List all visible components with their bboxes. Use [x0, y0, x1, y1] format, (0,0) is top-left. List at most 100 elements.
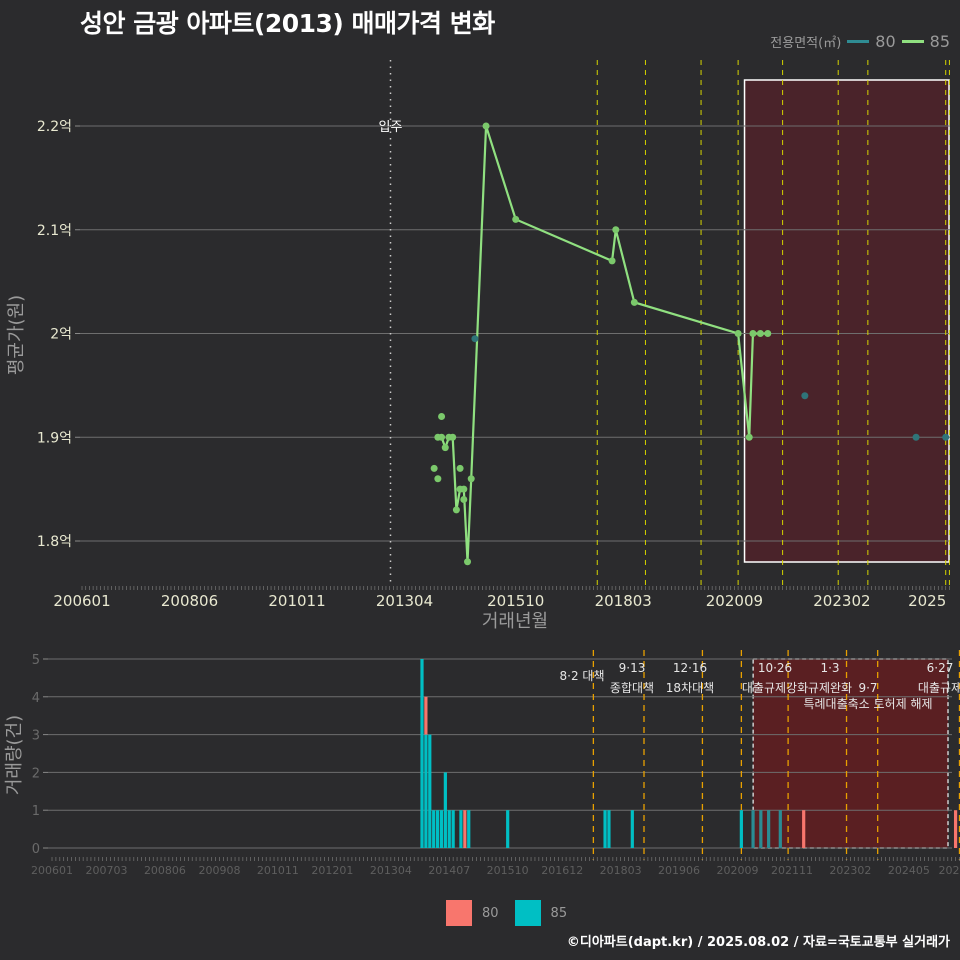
- price-point-85: [608, 257, 616, 265]
- x-tick-label: 202302: [813, 592, 870, 610]
- legend-85-label: 85: [550, 905, 568, 921]
- policy-annotation: 10·26: [758, 661, 792, 675]
- x-tick-label: 200703: [86, 864, 128, 877]
- y-tick-label: 2.1억: [37, 223, 72, 239]
- policy-annotation: 8·2 대책: [560, 668, 605, 683]
- price-point-85: [460, 496, 468, 503]
- volume-bar-85: [428, 734, 432, 848]
- price-point-85: [482, 122, 490, 130]
- volume-bar-85: [420, 659, 424, 848]
- volume-bar-80: [463, 810, 467, 848]
- chart-title: 성안 금광 아파트(2013) 매매가격 변화: [80, 9, 495, 38]
- x-tick-label: 201304: [370, 864, 412, 877]
- x-tick-label: 201803: [600, 864, 642, 877]
- x-tick-label: 200806: [144, 864, 186, 877]
- volume-bar-85: [767, 810, 771, 848]
- price-point-85: [430, 464, 438, 472]
- price-point-85: [438, 413, 446, 420]
- price-point-80: [942, 433, 950, 441]
- x-tick-label: 202009: [706, 592, 763, 610]
- y-tick-label: 2.2억: [37, 119, 72, 135]
- volume-bar-80: [802, 810, 806, 848]
- y-tick-label: 1: [32, 804, 40, 819]
- legend-85-line-icon: [901, 40, 924, 43]
- x-tick-label: 2025: [908, 592, 946, 610]
- y-axis-title: 평균가(원): [6, 295, 27, 375]
- x-tick-label: 201510: [487, 864, 529, 877]
- y-tick-label: 4: [32, 691, 40, 706]
- price-point-85: [456, 464, 464, 472]
- price-point-85: [764, 330, 772, 337]
- policy-annotation: 대출규제강화: [742, 681, 808, 695]
- policy-annotation: 1·3: [820, 661, 839, 675]
- legend-85-swatch-icon: [514, 900, 541, 926]
- highlight-region: [743, 79, 950, 563]
- volume-bar-85: [751, 810, 755, 848]
- policy-annotation: 12·16: [673, 661, 707, 675]
- x-tick-label: 200806: [161, 592, 218, 610]
- volume-bar-85: [439, 810, 444, 848]
- volume-bar-85: [603, 810, 607, 848]
- price-point-85: [464, 558, 472, 566]
- volume-bar-85: [759, 810, 763, 848]
- bottom-legend: 80 85: [446, 900, 567, 926]
- legend-85-label: 85: [929, 32, 950, 51]
- x-tick-label: 200601: [31, 864, 73, 877]
- price-point-85: [441, 444, 449, 452]
- volume-bar-85: [506, 810, 510, 848]
- x-tick-label: 202405: [888, 864, 930, 877]
- top-legend: 전용면적(㎡) 80 85: [770, 32, 950, 51]
- x-axis-title: 거래년월: [482, 611, 548, 632]
- x-tick-label: 201011: [257, 864, 299, 877]
- price-point-85: [745, 433, 753, 441]
- x-tick-label: 201011: [268, 592, 325, 610]
- volume-bar-85: [630, 810, 634, 848]
- policy-annotation: 종합대책: [610, 680, 654, 695]
- legend-80-line-icon: [847, 40, 870, 43]
- y-tick-label: 1.8억: [37, 534, 72, 550]
- price-point-85: [756, 330, 764, 337]
- x-tick-label: 202009: [716, 864, 758, 877]
- price-line-85: [437, 125, 768, 562]
- price-point-85: [630, 298, 638, 306]
- x-tick-label: 201803: [595, 592, 652, 610]
- price-point-85: [467, 475, 475, 483]
- legend-title: 전용면적(㎡): [770, 36, 842, 51]
- y-tick-label: 5: [32, 653, 40, 668]
- policy-annotation: 18차대책: [666, 680, 714, 695]
- volume-bar-85: [739, 810, 743, 848]
- volume-bar-85: [424, 734, 428, 848]
- y-tick-label: 2억: [50, 327, 72, 343]
- price-point-80: [801, 392, 809, 400]
- volume-bar-80: [953, 810, 958, 848]
- y-tick-label: 0: [32, 842, 40, 857]
- x-tick-label: 202506: [938, 864, 960, 877]
- move-in-label: 입주: [379, 120, 403, 135]
- footer-credit: ©디아파트(dapt.kr) / 2025.08.02 / 자료=국토교통부 실…: [566, 935, 950, 950]
- price-point-85: [449, 433, 457, 441]
- highlight-region-volume: [752, 658, 949, 849]
- price-point-85: [452, 506, 460, 514]
- y-axis-title: 거래량(건): [4, 715, 25, 795]
- y-tick-label: 2: [32, 766, 40, 781]
- x-tick-label: 201407: [428, 864, 470, 877]
- x-tick-label: 200601: [53, 592, 110, 610]
- legend-80-swatch-icon: [446, 900, 472, 926]
- price-point-85: [512, 215, 520, 223]
- y-tick-label: 1.9억: [37, 430, 72, 446]
- volume-bar-85: [435, 810, 440, 848]
- legend-80-label: 80: [482, 905, 499, 921]
- volume-bar-80: [424, 696, 428, 735]
- volume-bar-85: [459, 810, 463, 848]
- x-tick-label: 201612: [541, 864, 583, 877]
- volume-bar-85: [607, 810, 611, 848]
- price-point-85: [438, 433, 446, 441]
- volume-bar-85: [778, 810, 782, 848]
- price-point-85: [749, 330, 757, 337]
- x-tick-label: 200908: [198, 864, 240, 877]
- policy-annotation: 규제완화: [808, 681, 852, 695]
- volume-bar-85: [432, 810, 436, 848]
- price-point-80: [471, 335, 479, 343]
- policy-annotation: 9·13: [619, 661, 646, 675]
- volume-bar-85: [467, 810, 471, 848]
